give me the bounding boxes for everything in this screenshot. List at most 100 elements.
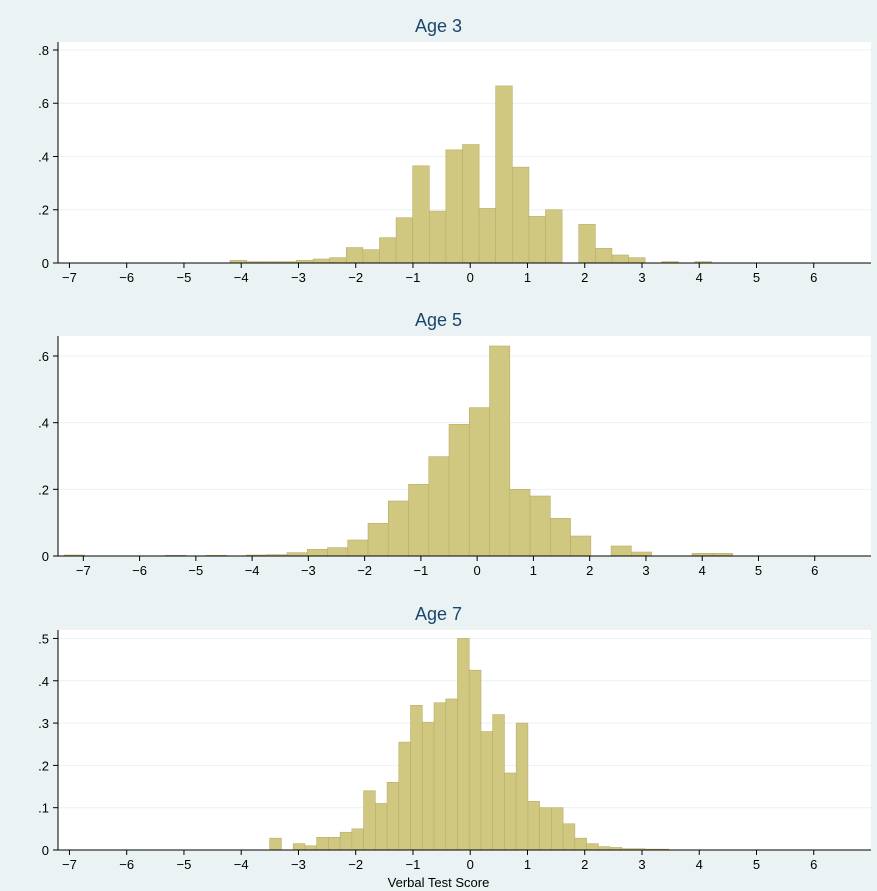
bar-0-12 bbox=[428, 210, 447, 264]
y-tick-label-1-3: .6 bbox=[38, 349, 49, 364]
x-tick-label-1-9: 2 bbox=[586, 563, 593, 578]
y-tick-label-0-2: .4 bbox=[38, 149, 49, 164]
bar-1-12 bbox=[428, 456, 450, 557]
bar-0-8 bbox=[362, 249, 380, 264]
bar-1-18 bbox=[550, 518, 571, 557]
bar-0-7 bbox=[345, 247, 364, 264]
x-tick-label-1-12: 5 bbox=[755, 563, 762, 578]
bar-1-20 bbox=[610, 545, 632, 557]
bar-1-8 bbox=[347, 539, 369, 557]
y-tick-label-2-1: .1 bbox=[38, 801, 49, 816]
bar-0-20 bbox=[578, 224, 596, 264]
x-tick-label-2-6: −1 bbox=[406, 857, 421, 872]
bar-0-5 bbox=[312, 258, 330, 264]
bar-2-11 bbox=[410, 705, 423, 851]
y-tick-label-0-0: 0 bbox=[42, 256, 49, 271]
x-tick-label-2-12: 5 bbox=[753, 857, 760, 872]
x-tick-label-0-2: −5 bbox=[177, 270, 192, 285]
bar-2-6 bbox=[351, 828, 364, 851]
x-tick-label-0-0: −7 bbox=[62, 270, 77, 285]
x-tick-label-0-9: 2 bbox=[581, 270, 588, 285]
bar-1-6 bbox=[306, 549, 328, 557]
y-tick-label-2-3: .3 bbox=[38, 716, 49, 731]
bar-2-2 bbox=[304, 845, 317, 851]
x-tick-label-1-1: −6 bbox=[132, 563, 147, 578]
bar-2-18 bbox=[492, 714, 505, 851]
x-tick-label-0-1: −6 bbox=[119, 270, 134, 285]
bar-2-10 bbox=[398, 741, 411, 851]
bar-2-7 bbox=[363, 790, 376, 851]
bar-0-17 bbox=[512, 166, 530, 264]
bar-1-19 bbox=[570, 535, 592, 557]
x-tick-label-0-11: 4 bbox=[696, 270, 703, 285]
bar-2-13 bbox=[433, 702, 447, 851]
x-tick-label-1-5: −2 bbox=[357, 563, 372, 578]
x-tick-label-2-9: 2 bbox=[581, 857, 588, 872]
x-tick-label-0-7: 0 bbox=[467, 270, 474, 285]
bar-2-16 bbox=[468, 669, 482, 851]
bar-2-9 bbox=[386, 782, 400, 851]
bar-2-14 bbox=[445, 698, 458, 851]
bar-0-11 bbox=[412, 165, 430, 264]
x-tick-label-0-3: −4 bbox=[234, 270, 249, 285]
x-tick-label-2-2: −5 bbox=[177, 857, 192, 872]
x-tick-label-1-8: 1 bbox=[530, 563, 537, 578]
bar-1-9 bbox=[367, 523, 389, 557]
bar-2-4 bbox=[328, 837, 341, 851]
y-tick-label-1-2: .4 bbox=[38, 416, 49, 431]
x-tick-label-1-10: 3 bbox=[642, 563, 649, 578]
bar-0-23 bbox=[628, 257, 646, 264]
bar-1-7 bbox=[327, 547, 349, 557]
bar-2-26 bbox=[586, 843, 599, 851]
bar-2-19 bbox=[504, 772, 517, 851]
bar-0-22 bbox=[611, 254, 629, 264]
x-tick-label-1-3: −4 bbox=[245, 563, 260, 578]
bar-2-15 bbox=[457, 638, 470, 851]
bar-2-0 bbox=[269, 837, 282, 851]
y-tick-label-2-5: .5 bbox=[38, 631, 49, 646]
bar-2-1 bbox=[292, 843, 306, 851]
x-tick-label-2-0: −7 bbox=[62, 857, 77, 872]
y-tick-label-1-0: 0 bbox=[42, 549, 49, 564]
x-tick-label-0-5: −2 bbox=[348, 270, 363, 285]
y-tick-label-0-1: .2 bbox=[38, 203, 49, 218]
bar-0-13 bbox=[445, 149, 463, 264]
x-tick-label-2-11: 4 bbox=[696, 857, 703, 872]
bar-1-15 bbox=[489, 345, 511, 557]
x-tick-label-2-10: 3 bbox=[638, 857, 645, 872]
bar-0-9 bbox=[379, 237, 397, 264]
bar-1-13 bbox=[448, 424, 470, 557]
bar-2-20 bbox=[515, 722, 529, 851]
bar-1-10 bbox=[387, 500, 409, 557]
bar-2-8 bbox=[375, 803, 388, 851]
bar-1-16 bbox=[509, 489, 531, 557]
panel-title-age-5: Age 5 bbox=[414, 310, 463, 330]
bar-2-12 bbox=[421, 721, 435, 851]
bar-1-14 bbox=[468, 407, 490, 557]
bar-0-6 bbox=[329, 257, 347, 264]
panel-title-age-3: Age 3 bbox=[414, 16, 463, 36]
bar-2-24 bbox=[562, 823, 576, 851]
x-tick-label-1-7: 0 bbox=[474, 563, 481, 578]
x-tick-label-0-8: 1 bbox=[524, 270, 531, 285]
x-tick-label-1-6: −1 bbox=[413, 563, 428, 578]
bar-0-14 bbox=[462, 144, 480, 264]
bar-0-18 bbox=[528, 216, 546, 264]
bar-2-5 bbox=[339, 831, 353, 851]
x-tick-label-1-11: 4 bbox=[699, 563, 706, 578]
x-tick-label-1-13: 6 bbox=[811, 563, 818, 578]
y-tick-label-2-0: 0 bbox=[42, 843, 49, 858]
bar-0-19 bbox=[545, 209, 563, 264]
bar-0-21 bbox=[595, 248, 613, 264]
bar-2-3 bbox=[316, 837, 329, 851]
x-tick-label-2-4: −3 bbox=[291, 857, 306, 872]
x-tick-label-1-4: −3 bbox=[301, 563, 316, 578]
x-tick-label-2-7: 0 bbox=[467, 857, 474, 872]
bar-0-16 bbox=[495, 85, 513, 264]
bar-0-15 bbox=[478, 208, 497, 264]
bar-1-21 bbox=[631, 551, 652, 557]
x-tick-label-0-12: 5 bbox=[753, 270, 760, 285]
bar-1-17 bbox=[529, 495, 551, 557]
bar-2-21 bbox=[527, 801, 540, 851]
x-tick-label-2-3: −4 bbox=[234, 857, 249, 872]
